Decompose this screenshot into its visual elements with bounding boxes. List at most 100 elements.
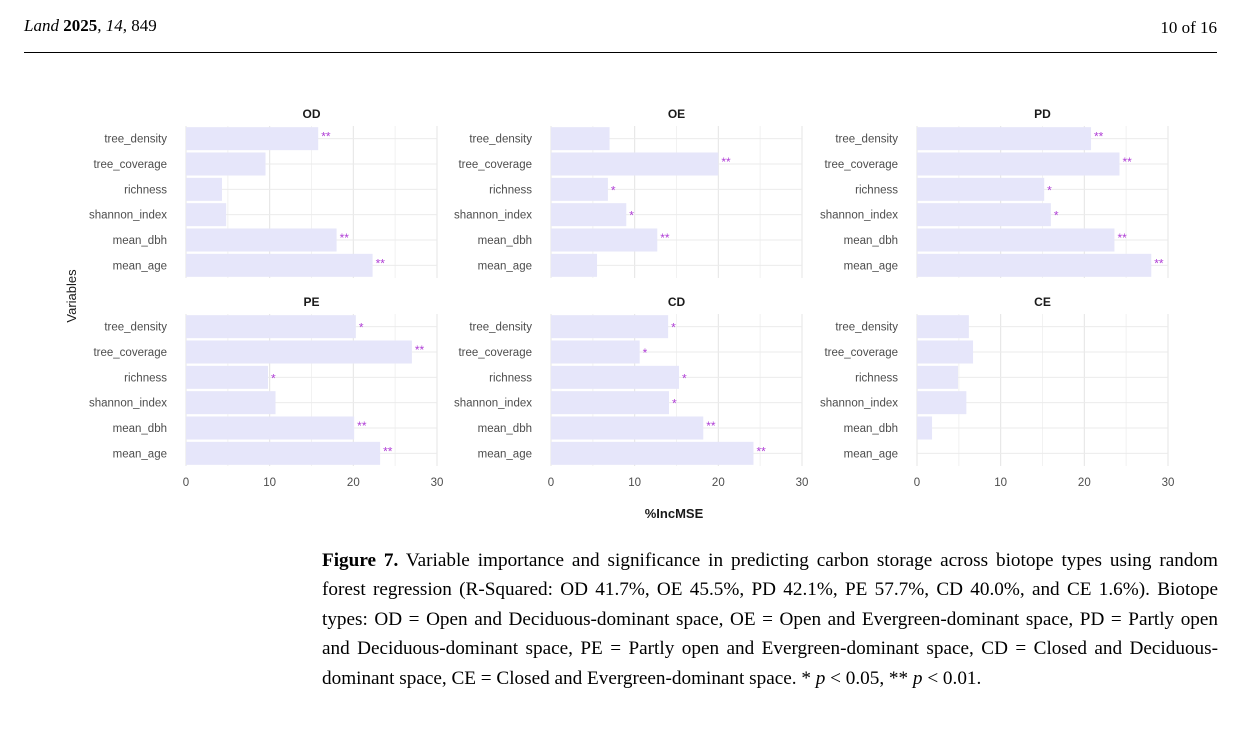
bar bbox=[551, 416, 704, 440]
category-label: tree_density bbox=[104, 322, 167, 334]
significance-marker: * bbox=[672, 397, 677, 411]
bar bbox=[186, 203, 227, 227]
journal-volume: 14 bbox=[105, 16, 123, 35]
bar bbox=[186, 253, 373, 277]
category-label: richness bbox=[489, 184, 532, 196]
bar bbox=[551, 177, 608, 201]
panel-cd: CD tree_density * tree_coverage * richness * sh… bbox=[454, 295, 808, 489]
category-label: richness bbox=[855, 372, 898, 384]
panel-title: PE bbox=[303, 295, 319, 309]
panel-pd: PD tree_density ** tree_coverage ** richness *… bbox=[820, 107, 1169, 278]
x-tick-label: 20 bbox=[347, 477, 360, 489]
bar bbox=[917, 127, 1092, 151]
significance-marker: ** bbox=[1117, 231, 1127, 245]
category-label: mean_age bbox=[478, 448, 532, 460]
significance-marker: * bbox=[629, 209, 634, 223]
significance-marker: * bbox=[1047, 183, 1052, 197]
bar bbox=[186, 365, 268, 389]
x-axis-label: %IncMSE bbox=[645, 506, 704, 521]
bar bbox=[917, 253, 1152, 277]
significance-marker: ** bbox=[1094, 130, 1104, 144]
category-label: shannon_index bbox=[454, 210, 532, 222]
category-label: tree_coverage bbox=[93, 159, 167, 171]
bar bbox=[917, 228, 1115, 252]
bar bbox=[186, 441, 381, 465]
panel-title: OD bbox=[303, 107, 321, 121]
x-tick-label: 10 bbox=[628, 477, 641, 489]
category-label: mean_dbh bbox=[844, 423, 898, 435]
category-label: mean_dbh bbox=[478, 423, 532, 435]
bar bbox=[917, 416, 933, 440]
bar bbox=[551, 127, 610, 151]
bar bbox=[186, 228, 337, 252]
category-label: shannon_index bbox=[454, 398, 532, 410]
panel-title: CD bbox=[668, 295, 686, 309]
bar bbox=[551, 203, 627, 227]
journal-name: Land bbox=[24, 16, 59, 35]
significance-marker: ** bbox=[1122, 155, 1132, 169]
bar bbox=[917, 365, 958, 389]
bar bbox=[186, 315, 356, 339]
significance-marker: * bbox=[271, 371, 276, 385]
bar bbox=[186, 152, 266, 176]
journal-citation: Land 2025, 14, 849 bbox=[24, 16, 157, 35]
x-tick-label: 0 bbox=[548, 477, 554, 489]
category-label: mean_dbh bbox=[113, 235, 167, 247]
category-label: tree_coverage bbox=[458, 159, 532, 171]
caption-p-2: p bbox=[912, 667, 923, 689]
bar bbox=[917, 177, 1045, 201]
significance-marker: * bbox=[643, 346, 648, 360]
category-label: mean_dbh bbox=[113, 423, 167, 435]
journal-year: 2025 bbox=[63, 16, 98, 35]
significance-marker: ** bbox=[383, 444, 393, 458]
category-label: tree_density bbox=[835, 134, 898, 146]
category-label: mean_age bbox=[844, 448, 898, 460]
panel-title: CE bbox=[1034, 295, 1051, 309]
x-tick-label: 20 bbox=[1078, 477, 1091, 489]
bar bbox=[551, 340, 640, 364]
category-label: richness bbox=[489, 372, 532, 384]
significance-marker: ** bbox=[415, 343, 425, 357]
category-label: richness bbox=[124, 372, 167, 384]
category-label: mean_age bbox=[844, 260, 898, 272]
significance-marker: ** bbox=[376, 256, 386, 270]
x-tick-label: 10 bbox=[263, 477, 276, 489]
panel-pe: PE tree_density * tree_coverage ** richness * s… bbox=[89, 295, 443, 489]
panel-oe: OE tree_density tree_coverage ** richness * sh… bbox=[454, 107, 803, 278]
y-axis-label: Variables bbox=[64, 269, 79, 323]
running-head: Land 2025, 14, 849 10 of 16 bbox=[24, 14, 1217, 53]
bar bbox=[917, 391, 967, 415]
category-label: richness bbox=[124, 184, 167, 196]
bar bbox=[917, 315, 969, 339]
caption-text-3: < 0.01. bbox=[922, 667, 982, 689]
significance-marker: * bbox=[611, 183, 616, 197]
significance-marker: * bbox=[359, 321, 364, 335]
bar bbox=[551, 253, 598, 277]
bar bbox=[917, 340, 974, 364]
category-label: tree_density bbox=[835, 322, 898, 334]
category-label: shannon_index bbox=[820, 398, 898, 410]
panel-title: PD bbox=[1034, 107, 1051, 121]
significance-marker: * bbox=[1054, 209, 1059, 223]
significance-marker: ** bbox=[756, 444, 766, 458]
category-label: mean_age bbox=[478, 260, 532, 272]
category-label: tree_density bbox=[104, 134, 167, 146]
category-label: tree_coverage bbox=[458, 347, 532, 359]
category-label: tree_coverage bbox=[93, 347, 167, 359]
significance-marker: ** bbox=[340, 231, 350, 245]
bar bbox=[551, 365, 680, 389]
caption-text-1: Variable importance and significance in … bbox=[322, 550, 1218, 689]
bar bbox=[186, 177, 222, 201]
x-tick-label: 10 bbox=[994, 477, 1007, 489]
category-label: tree_coverage bbox=[824, 159, 898, 171]
page-number: 10 of 16 bbox=[1160, 18, 1217, 37]
significance-marker: ** bbox=[1154, 256, 1164, 270]
bar bbox=[551, 441, 754, 465]
category-label: mean_age bbox=[113, 448, 167, 460]
category-label: shannon_index bbox=[820, 210, 898, 222]
caption-text-2: < 0.05, ** bbox=[825, 667, 913, 689]
bar bbox=[551, 152, 719, 176]
caption-p-1: p bbox=[815, 667, 826, 689]
panel-od: OD tree_density ** tree_coverage richness sha… bbox=[89, 107, 438, 278]
